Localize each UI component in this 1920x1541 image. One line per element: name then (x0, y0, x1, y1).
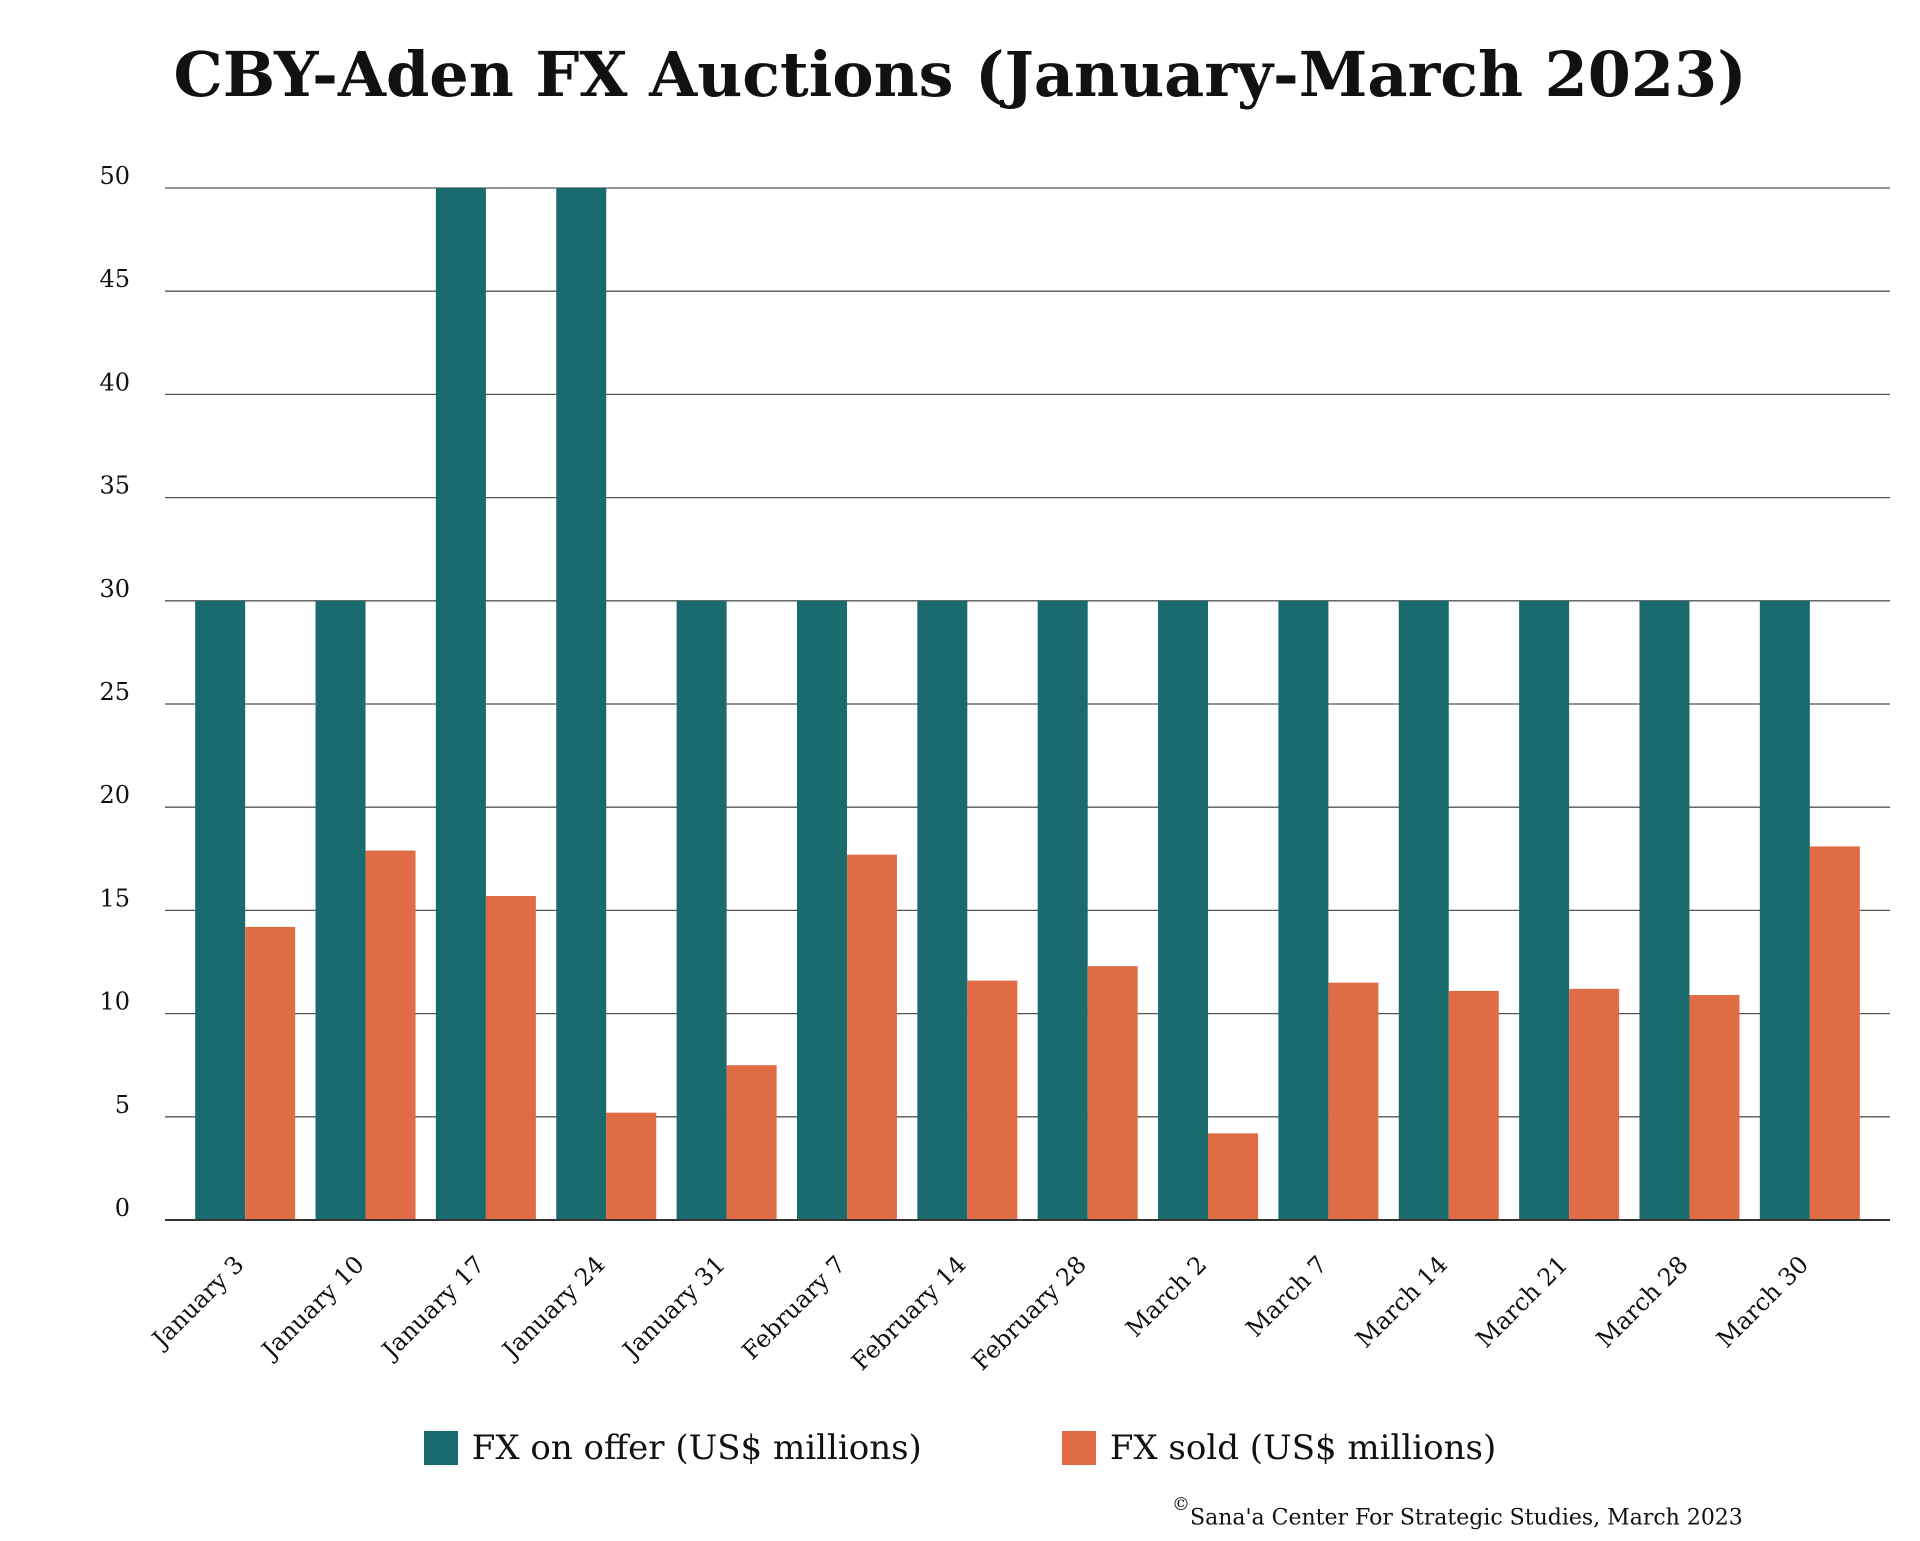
y-tick-label: 0 (115, 1194, 130, 1222)
bar-fx-on-offer (917, 600, 968, 1220)
x-tick-label: January 31 (615, 1250, 731, 1366)
legend-item-sold: FX sold (US$ millions) (1061, 1428, 1497, 1468)
x-tick-label: January 17 (375, 1250, 491, 1366)
bar-fx-on-offer (435, 188, 486, 1220)
x-tick-label: March 30 (1711, 1250, 1814, 1353)
bar-fx-sold (1208, 1133, 1259, 1220)
bar-fx-on-offer (1158, 600, 1209, 1220)
bar-fx-sold (967, 980, 1018, 1220)
legend-label-offer: FX on offer (US$ millions) (471, 1428, 922, 1468)
bar-fx-sold (365, 850, 416, 1220)
bar-fx-sold (1809, 846, 1860, 1220)
x-tick-label: February 14 (846, 1250, 971, 1375)
bar-fx-on-offer (1398, 600, 1449, 1220)
bar-fx-on-offer (1639, 600, 1690, 1220)
x-tick-label: January 10 (254, 1250, 370, 1366)
x-tick-label: March 14 (1350, 1250, 1453, 1353)
bar-fx-sold (1448, 990, 1499, 1220)
bar-fx-on-offer (315, 600, 366, 1220)
x-tick-label: January 3 (145, 1250, 250, 1355)
bar-fx-sold (1569, 988, 1620, 1220)
bar-fx-sold (1087, 966, 1138, 1220)
y-tick-label: 45 (99, 265, 130, 293)
y-tick-label: 10 (99, 988, 130, 1016)
y-tick-label: 35 (99, 472, 130, 500)
bars (195, 188, 1860, 1220)
x-tick-label: February 28 (967, 1250, 1092, 1375)
bar-fx-sold (726, 1065, 777, 1220)
bar-fx-on-offer (195, 600, 246, 1220)
bar-fx-on-offer (1519, 600, 1570, 1220)
copyright-symbol: © (1172, 1494, 1190, 1515)
legend-label-sold: FX sold (US$ millions) (1109, 1428, 1497, 1468)
x-tick-label: March 7 (1241, 1250, 1333, 1342)
source-text: Sana'a Center For Strategic Studies, Mar… (1190, 1505, 1743, 1531)
bar-fx-on-offer (1037, 600, 1088, 1220)
legend: FX on offer (US$ millions) FX sold (US$ … (0, 1428, 1920, 1468)
bar-fx-sold (846, 854, 897, 1220)
bar-fx-on-offer (796, 600, 847, 1220)
y-tick-label: 15 (99, 884, 130, 912)
legend-swatch-sold (1061, 1431, 1096, 1465)
gridlines (165, 187, 1890, 1221)
x-tick-label: February 7 (737, 1250, 852, 1365)
x-tick-label: January 24 (495, 1250, 611, 1366)
y-axis-ticks: 0 5 10 15 20 25 30 35 40 45 50 (99, 162, 130, 1222)
bar-fx-sold (485, 895, 536, 1220)
y-tick-label: 50 (99, 162, 130, 190)
y-tick-label: 20 (99, 781, 130, 809)
bar-fx-on-offer (1759, 600, 1810, 1220)
legend-item-offer: FX on offer (US$ millions) (423, 1428, 922, 1468)
x-tick-label: March 21 (1471, 1250, 1574, 1353)
x-axis-ticks: January 3 January 10 January 17 January 24 J… (145, 1250, 1814, 1375)
bar-fx-sold (245, 926, 296, 1220)
bar-fx-on-offer (556, 188, 607, 1220)
chart-title: CBY-Aden FX Auctions (January-March 2023… (173, 38, 1747, 111)
bar-fx-on-offer (676, 600, 727, 1220)
x-tick-label: March 2 (1120, 1250, 1212, 1342)
source-note: ©Sana'a Center For Strategic Studies, Ma… (1172, 1494, 1743, 1531)
bar-fx-sold (1328, 982, 1379, 1220)
y-tick-label: 30 (99, 575, 130, 603)
y-tick-label: 5 (115, 1091, 130, 1119)
bar-fx-sold (606, 1112, 657, 1220)
y-tick-label: 25 (99, 678, 130, 706)
legend-swatch-offer (423, 1431, 458, 1465)
y-tick-label: 40 (99, 368, 130, 396)
bar-fx-sold (1689, 995, 1740, 1220)
x-tick-label: March 28 (1591, 1250, 1694, 1353)
bar-fx-on-offer (1278, 600, 1329, 1220)
